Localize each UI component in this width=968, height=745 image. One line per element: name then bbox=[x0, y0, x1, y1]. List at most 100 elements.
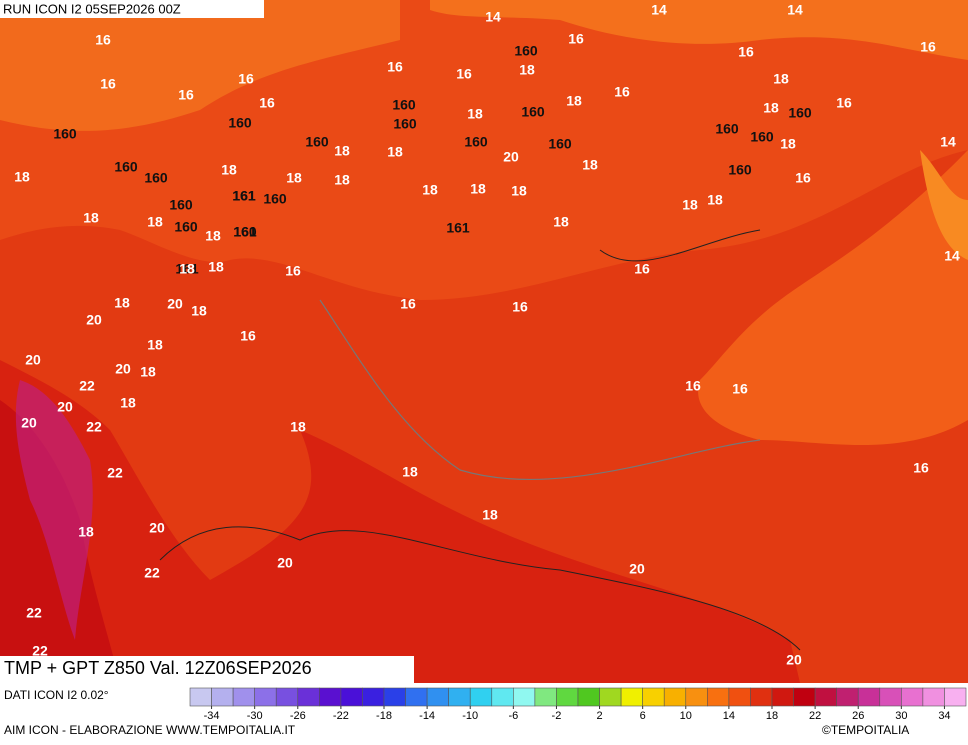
contour-label: 16 bbox=[456, 66, 472, 82]
colorbar-swatch bbox=[599, 687, 622, 707]
contour-label: 16 bbox=[913, 460, 929, 476]
contour-label: 18 bbox=[511, 183, 527, 199]
contour-label: 16 bbox=[795, 170, 811, 186]
colorbar-swatch bbox=[728, 687, 751, 707]
colorbar-swatch bbox=[750, 687, 773, 707]
contour-label: 18 bbox=[422, 182, 438, 198]
contour-label: 20 bbox=[629, 561, 645, 577]
run-label: RUN ICON I2 05SEP2026 00Z bbox=[3, 1, 181, 16]
contour-label: 160 bbox=[788, 105, 812, 121]
contour-label: 160 bbox=[169, 197, 193, 213]
colorbar-tick-label: 30 bbox=[895, 710, 907, 722]
contour-label: 18 bbox=[147, 337, 163, 353]
colorbar-tick-label: -14 bbox=[419, 710, 435, 722]
contour-label: 18 bbox=[334, 143, 350, 159]
contour-label: 161 bbox=[446, 220, 470, 236]
colorbar-swatch bbox=[469, 687, 493, 707]
title-box bbox=[0, 656, 414, 684]
contour-label: 18 bbox=[290, 419, 306, 435]
contour-label: 18 bbox=[519, 62, 535, 78]
colorbar-swatch bbox=[771, 687, 794, 707]
contour-label: 16 bbox=[738, 44, 754, 60]
contour-label: 18 bbox=[191, 303, 207, 319]
colorbar-swatch bbox=[513, 687, 536, 707]
contour-label: 161 bbox=[232, 188, 256, 204]
contour-label: 18 bbox=[682, 197, 698, 213]
colorbar-tick-label: -34 bbox=[204, 710, 220, 722]
contour-label: 18 bbox=[707, 192, 723, 208]
contour-label: 16 bbox=[387, 59, 403, 75]
river bbox=[319, 299, 761, 481]
alpine-pink bbox=[15, 380, 93, 640]
colorbar-swatch bbox=[836, 687, 859, 707]
contour-label: 22 bbox=[107, 465, 123, 481]
contour-label: 18 bbox=[114, 295, 130, 311]
contour-label: 20 bbox=[57, 399, 73, 415]
contour-label: 160 bbox=[464, 134, 488, 150]
contour-label: 161 bbox=[232, 188, 256, 204]
colorbar-tick-label: 6 bbox=[640, 710, 646, 722]
contour-label: 160 bbox=[514, 43, 538, 59]
contour-label: 20 bbox=[115, 361, 131, 377]
contour-label: 16 bbox=[920, 39, 936, 55]
contour-label: 18 bbox=[78, 524, 94, 540]
colorbar-swatch bbox=[232, 687, 255, 707]
colorbar-swatch bbox=[211, 687, 234, 707]
colorbar-swatch bbox=[189, 687, 212, 707]
coastline bbox=[159, 229, 801, 651]
colorbar-tick-label: 26 bbox=[852, 710, 864, 722]
colorbar-swatch bbox=[663, 687, 687, 707]
contour-label: 16 bbox=[178, 87, 194, 103]
colorbar-swatch bbox=[362, 687, 385, 707]
contour-label: 18 bbox=[553, 214, 569, 230]
colorbar-swatch bbox=[405, 687, 428, 707]
contour-label: 20 bbox=[277, 555, 293, 571]
colorbar-swatch bbox=[534, 687, 557, 707]
contour-label: 14 bbox=[787, 2, 803, 18]
colorbar-swatch bbox=[275, 687, 299, 707]
contour-label: 18 bbox=[566, 93, 582, 109]
colorbar-swatch bbox=[642, 687, 665, 707]
contour-label: 16 bbox=[238, 71, 254, 87]
contour-label: 160 bbox=[393, 116, 417, 132]
colorbar-swatch bbox=[556, 687, 579, 707]
contour-label: 18 bbox=[780, 136, 796, 152]
credit-label: AIM ICON - ELABORAZIONE WWW.TEMPOITALIA.… bbox=[4, 723, 296, 737]
contour-label: 18 bbox=[221, 162, 237, 178]
contour-label: 160 bbox=[228, 115, 252, 131]
contour-label: 18 bbox=[582, 157, 598, 173]
contour-label: 160 bbox=[174, 219, 198, 235]
contour-label: 18 bbox=[179, 261, 195, 277]
contour-label: 22 bbox=[32, 643, 48, 659]
colorbar-swatch bbox=[448, 687, 471, 707]
colorbar-swatch bbox=[491, 687, 514, 707]
colorbar-tick-label: -18 bbox=[376, 710, 392, 722]
contour-label: 18 bbox=[83, 210, 99, 226]
contour-label: 160 bbox=[53, 126, 77, 142]
contour-label: 20 bbox=[21, 415, 37, 431]
contour-label: 161 bbox=[233, 224, 257, 240]
map-title: TMP + GPT Z850 Val. 12Z06SEP2026 bbox=[4, 658, 312, 678]
contour-label: 18 bbox=[387, 144, 403, 160]
contour-label: 161 bbox=[175, 261, 199, 277]
copyright-label: ©TEMPOITALIA bbox=[822, 723, 909, 737]
contour-label: 22 bbox=[86, 419, 102, 435]
contour-label: 14 bbox=[940, 134, 956, 150]
colorbar-tick-label: 10 bbox=[680, 710, 692, 722]
contour-label: 16 bbox=[732, 381, 748, 397]
colorbar-swatch bbox=[383, 687, 406, 707]
contour-label: 18 bbox=[205, 228, 221, 244]
contour-label: 20 bbox=[167, 296, 183, 312]
contour-label: 16 bbox=[95, 32, 111, 48]
contour-label: 16 bbox=[285, 263, 301, 279]
colorbar-tick-label: -26 bbox=[290, 710, 306, 722]
contour-label: 18 bbox=[763, 100, 779, 116]
contour-label: 160 bbox=[392, 97, 416, 113]
colorbar-tick-label: -10 bbox=[462, 710, 478, 722]
contour-label: 160 bbox=[715, 121, 739, 137]
colorbar-swatch bbox=[254, 687, 277, 707]
colorbar-tick-label: 22 bbox=[809, 710, 821, 722]
contour-label: 16 bbox=[836, 95, 852, 111]
contour-label: 18 bbox=[208, 259, 224, 275]
